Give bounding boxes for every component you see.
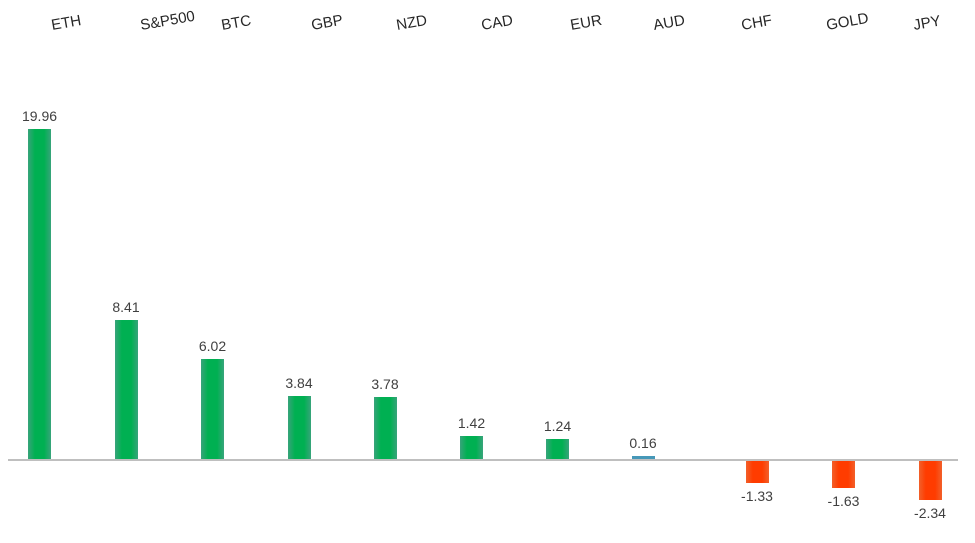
value-label-nzd: 3.78 bbox=[371, 375, 399, 392]
value-label-eth: 19.96 bbox=[21, 108, 58, 125]
category-label-sp500: S&P500 bbox=[139, 7, 197, 35]
bar-aud[interactable] bbox=[631, 456, 655, 459]
value-label-cad: 1.42 bbox=[457, 414, 486, 431]
value-label-gold: -1.63 bbox=[827, 492, 860, 509]
bar-gold[interactable] bbox=[832, 461, 855, 488]
bar-jpy[interactable] bbox=[918, 461, 942, 500]
category-label-gbp: GBP bbox=[310, 11, 345, 35]
value-label-jpy: -2.34 bbox=[914, 504, 946, 521]
bar-cad[interactable] bbox=[460, 435, 483, 459]
category-label-btc: BTC bbox=[220, 12, 253, 34]
category-label-jpy: JPY bbox=[912, 12, 943, 34]
x-axis-line bbox=[8, 459, 958, 461]
category-label-nzd: NZD bbox=[395, 11, 429, 34]
bar-sp500[interactable] bbox=[114, 319, 138, 459]
value-label-sp500: 8.41 bbox=[112, 298, 140, 315]
value-label-chf: -1.33 bbox=[741, 487, 773, 504]
bar-eur[interactable] bbox=[546, 438, 569, 459]
category-label-aud: AUD bbox=[652, 11, 687, 34]
value-label-gbp: 3.84 bbox=[285, 374, 313, 391]
value-label-btc: 6.02 bbox=[198, 338, 227, 355]
bar-eth[interactable] bbox=[28, 129, 51, 459]
value-label-aud: 0.16 bbox=[629, 435, 657, 452]
category-label-gold: GOLD bbox=[825, 9, 870, 34]
bar-gbp[interactable] bbox=[287, 395, 311, 459]
category-label-eth: ETH bbox=[50, 12, 83, 34]
category-label-chf: CHF bbox=[740, 11, 774, 34]
bar-nzd[interactable] bbox=[373, 396, 397, 459]
value-label-eur: 1.24 bbox=[543, 417, 572, 434]
bar-btc[interactable] bbox=[201, 359, 224, 459]
category-label-cad: CAD bbox=[480, 11, 515, 34]
bar-chf[interactable] bbox=[745, 461, 769, 483]
category-label-eur: EUR bbox=[569, 11, 604, 34]
